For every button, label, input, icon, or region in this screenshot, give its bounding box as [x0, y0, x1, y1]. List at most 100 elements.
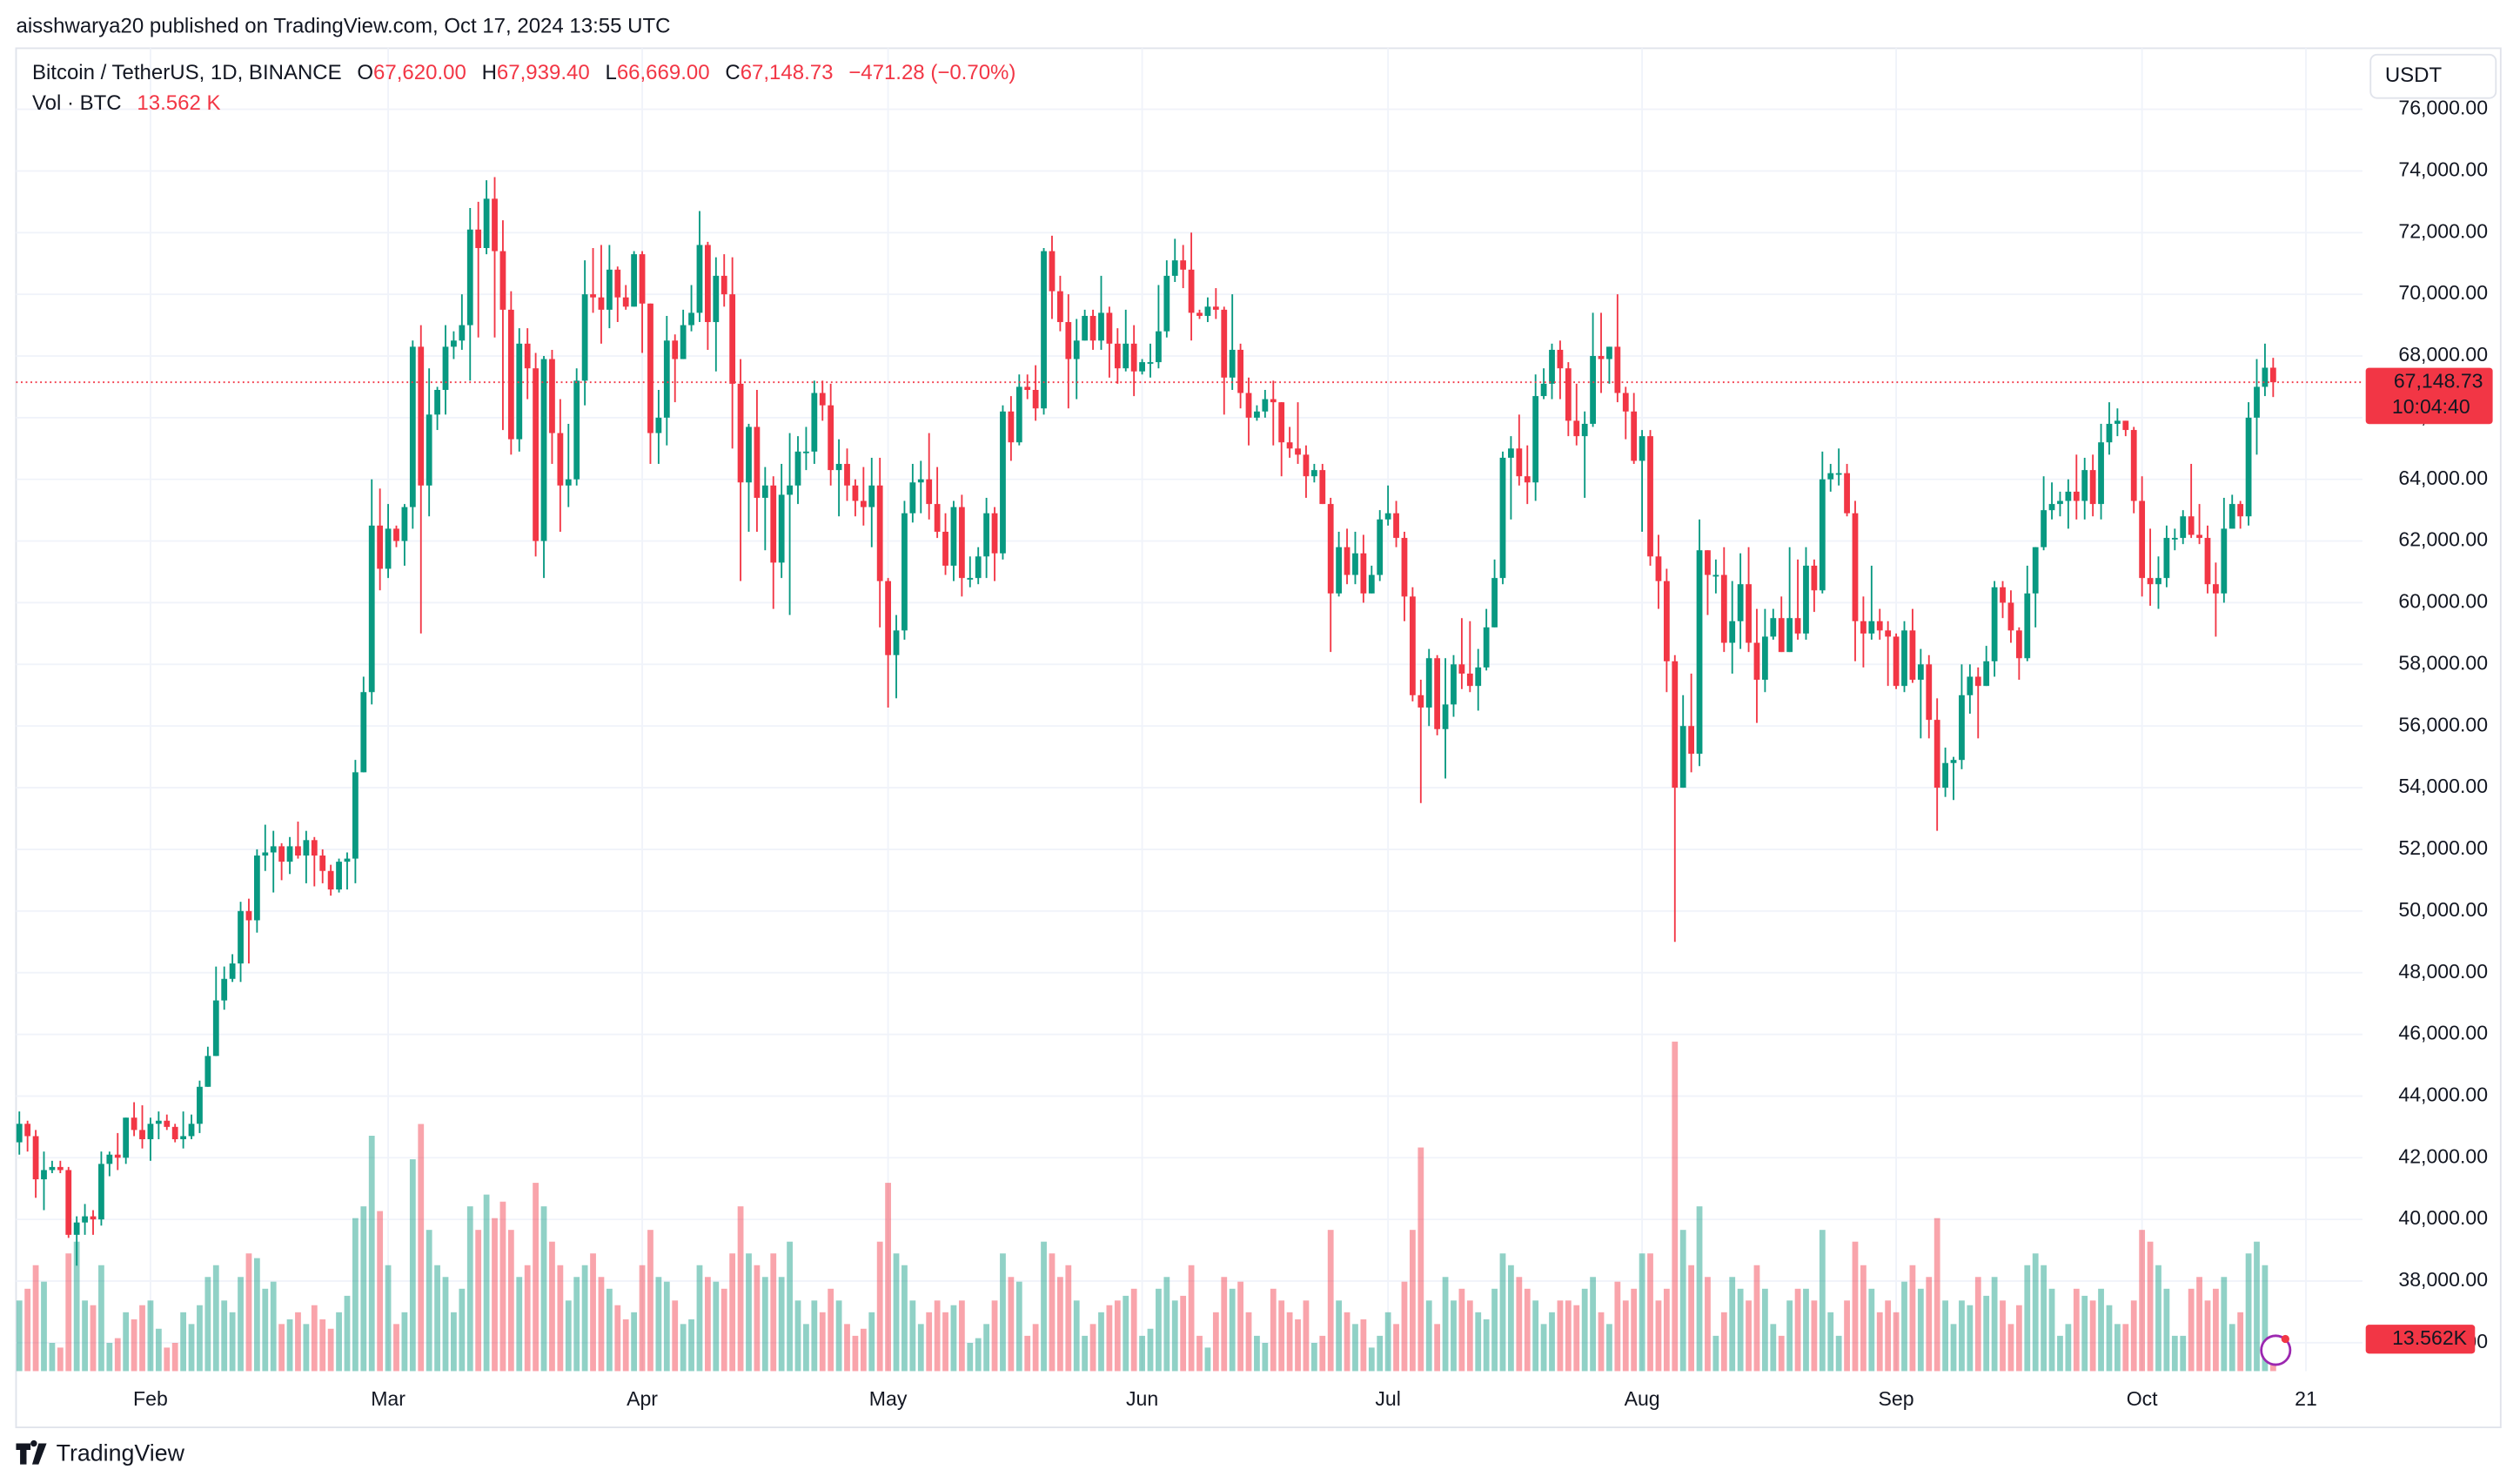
candle-body	[1089, 315, 1096, 341]
candle-body	[1458, 664, 1465, 674]
candle-body	[885, 580, 891, 655]
close-value: 67,148.73	[741, 61, 834, 84]
candle-body	[245, 910, 252, 921]
candle-body	[705, 245, 711, 323]
candle-body	[1212, 306, 1219, 310]
volume-bar	[1303, 1300, 1310, 1372]
y-tick-label: 38,000.00	[2398, 1268, 2488, 1291]
candle-body	[1712, 574, 1719, 577]
candle-body	[16, 1124, 23, 1143]
x-tick-label: Jun	[1126, 1387, 1158, 1410]
candle-body	[1786, 618, 1793, 653]
candle-body	[24, 1124, 31, 1137]
candle-body	[606, 269, 613, 310]
x-tick-label: Aug	[1625, 1387, 1660, 1410]
volume-bar	[475, 1230, 482, 1372]
volume-bar	[2163, 1288, 2170, 1372]
candle-body	[319, 856, 326, 871]
candle-body	[426, 414, 432, 486]
volume-bar	[639, 1265, 646, 1372]
volume-bar	[1451, 1300, 1457, 1372]
candle-body	[1196, 312, 1203, 316]
candle-body	[2139, 500, 2146, 579]
volume-bar	[2089, 1300, 2096, 1372]
volume-bar	[1015, 1281, 1022, 1372]
volume-bar	[1712, 1335, 1719, 1372]
volume-bar	[516, 1277, 523, 1372]
volume-bar	[540, 1206, 547, 1372]
x-tick-label: 21	[2295, 1387, 2317, 1410]
candle-body	[336, 862, 342, 889]
volume-bar	[1286, 1312, 1293, 1372]
candle-body	[1876, 621, 1883, 631]
y-tick-label: 44,000.00	[2398, 1083, 2488, 1105]
open-label: O	[357, 61, 373, 84]
candle-body	[2122, 420, 2129, 431]
candle-body	[2007, 602, 2014, 631]
candle-body	[1139, 362, 1145, 372]
volume-bar	[1237, 1281, 1243, 1372]
y-tick-label: 42,000.00	[2398, 1144, 2488, 1167]
candle-body	[212, 1000, 219, 1057]
volume-bar	[295, 1312, 301, 1372]
volume-bar	[327, 1328, 334, 1372]
currency-button[interactable]	[2369, 53, 2497, 99]
candle-body	[573, 380, 580, 480]
volume-bar	[147, 1300, 154, 1372]
volume-bar	[1508, 1265, 1514, 1372]
candle-body	[2269, 367, 2276, 383]
volume-bar	[606, 1288, 613, 1372]
volume-bar	[16, 1300, 23, 1372]
volume-bar	[483, 1194, 490, 1372]
candle-body	[835, 464, 842, 471]
volume-bar	[967, 1342, 974, 1372]
candle-body	[1384, 513, 1391, 520]
volume-bar	[319, 1319, 326, 1372]
candle-body	[1475, 667, 1482, 687]
volume-bar	[2065, 1324, 2072, 1372]
candle-body	[631, 254, 638, 307]
logo-icon	[16, 1439, 47, 1465]
volume-bar	[2213, 1288, 2219, 1372]
candle-body	[1524, 476, 1531, 483]
currency[interactable]: USDT	[2385, 64, 2443, 87]
volume-bar	[713, 1281, 720, 1372]
candle-body	[2000, 587, 2006, 603]
volume-bar	[1130, 1288, 1137, 1372]
volume-bar	[655, 1277, 662, 1372]
candle-body	[844, 464, 850, 486]
volume-bar	[303, 1324, 310, 1372]
volume-bar	[2139, 1230, 2146, 1372]
candle-body	[1614, 346, 1621, 393]
candle-body	[909, 482, 916, 513]
candle-body	[1901, 630, 1907, 687]
candle-body	[713, 275, 720, 323]
volume-bar	[311, 1305, 318, 1372]
candle-body	[1720, 574, 1727, 643]
candle-body	[983, 513, 990, 557]
low-value: 66,669.00	[617, 61, 710, 84]
candle-body	[2081, 470, 2088, 501]
candle-body	[1581, 423, 1588, 437]
candle-body	[2114, 420, 2121, 424]
volume-bar	[114, 1338, 121, 1372]
candle-body	[991, 513, 998, 554]
y-tick-label: 46,000.00	[2398, 1022, 2488, 1044]
volume-bar	[1278, 1300, 1285, 1372]
candle-body	[2155, 578, 2161, 585]
volume-bar	[1934, 1218, 1940, 1372]
volume-bar	[1188, 1265, 1195, 1372]
y-tick-label: 50,000.00	[2398, 898, 2488, 921]
volume-bar	[1942, 1300, 1948, 1372]
candle-body	[327, 870, 334, 889]
volume-bar	[1720, 1312, 1727, 1372]
volume-bar	[1614, 1281, 1621, 1372]
candle-body	[524, 343, 531, 369]
y-tick-label: 70,000.00	[2398, 281, 2488, 304]
candle-body	[1065, 322, 1072, 359]
volume-bar	[1639, 1253, 1645, 1372]
candle-body	[1983, 661, 1990, 687]
candle-body	[466, 229, 473, 325]
volume-bar	[1811, 1300, 1818, 1372]
